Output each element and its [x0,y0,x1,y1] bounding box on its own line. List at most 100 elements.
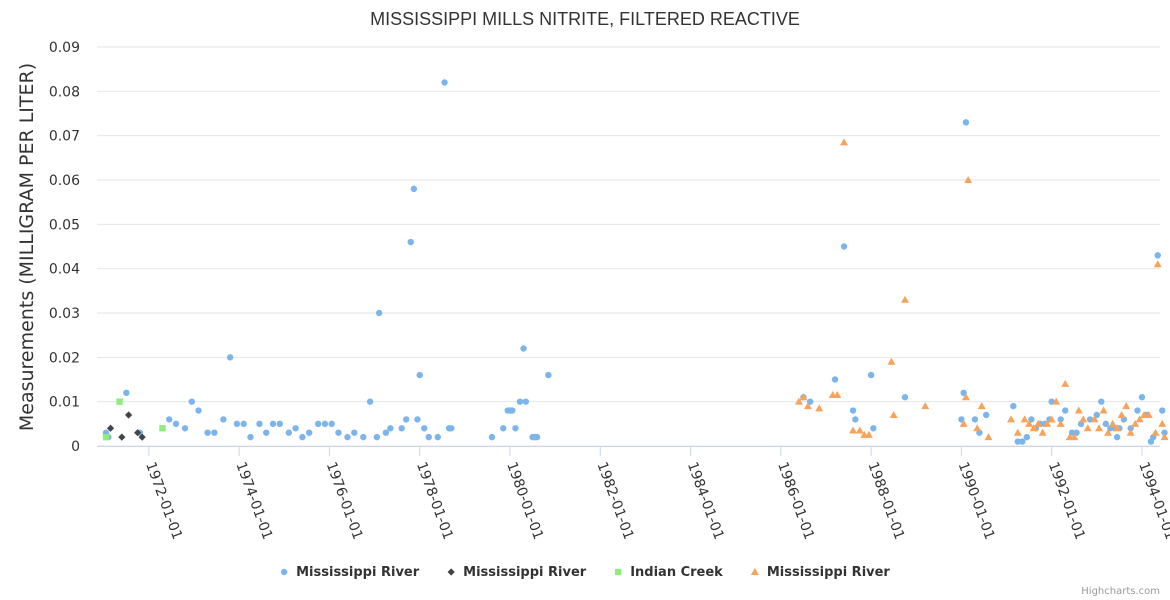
data-point[interactable] [269,420,277,428]
legend-item[interactable]: Mississippi River [447,565,587,580]
data-point[interactable] [1010,402,1017,410]
data-point[interactable] [448,425,455,432]
data-point[interactable] [375,309,383,317]
data-point[interactable] [328,420,335,428]
data-point[interactable] [1135,415,1144,423]
data-point[interactable] [118,433,126,441]
data-point[interactable] [382,429,390,436]
data-point[interactable] [285,429,293,436]
data-point[interactable] [1043,419,1052,427]
data-point[interactable] [116,398,123,405]
data-point[interactable] [335,429,342,436]
data-point[interactable] [204,429,211,436]
data-point[interactable] [1025,419,1034,427]
data-point[interactable] [373,433,381,441]
data-point[interactable] [516,398,524,405]
data-point[interactable] [964,176,973,183]
data-point[interactable] [512,425,519,432]
data-point[interactable] [159,425,166,432]
data-point[interactable] [441,79,448,86]
data-point[interactable] [833,391,842,399]
data-point[interactable] [1108,419,1117,427]
data-point[interactable] [314,420,322,428]
data-point[interactable] [1047,415,1056,423]
data-point[interactable] [305,429,313,436]
data-point[interactable] [188,398,195,405]
data-point[interactable] [870,425,877,432]
data-point[interactable] [220,416,227,423]
data-point[interactable] [1038,428,1047,436]
legend-item-symbol[interactable] [447,568,455,576]
data-point[interactable] [1159,407,1166,414]
data-point[interactable] [402,416,410,423]
data-point[interactable] [1079,415,1088,423]
data-point[interactable] [1057,416,1064,423]
data-point[interactable] [971,416,979,423]
data-point[interactable] [522,398,530,405]
data-point[interactable] [387,425,394,432]
data-point[interactable] [962,119,970,126]
data-point[interactable] [1070,433,1079,441]
legend-item[interactable]: Mississippi River [280,565,420,580]
legend-item-symbol[interactable] [614,568,622,576]
data-point[interactable] [321,420,329,428]
data-point[interactable] [195,407,202,414]
data-point[interactable] [1056,419,1065,427]
data-point[interactable] [416,371,423,379]
credits-link[interactable]: Highcharts.com [1081,586,1160,597]
data-point[interactable] [852,416,859,423]
data-point[interactable] [106,424,115,432]
data-point[interactable] [1083,424,1092,432]
data-point[interactable] [855,426,864,434]
data-point[interactable] [500,425,507,432]
data-point[interactable] [973,424,982,432]
data-point[interactable] [1113,424,1122,432]
data-point[interactable] [815,404,824,412]
data-point[interactable] [803,402,812,410]
data-point[interactable] [977,402,986,410]
data-point[interactable] [1102,420,1110,428]
data-point[interactable] [900,295,909,303]
data-point[interactable] [263,429,270,436]
data-point[interactable] [959,419,968,427]
data-point[interactable] [887,357,896,365]
data-point[interactable] [1023,433,1031,441]
data-point[interactable] [1020,415,1029,423]
data-point[interactable] [1052,397,1061,405]
data-point[interactable] [276,420,284,428]
data-point[interactable] [292,425,299,432]
data-point[interactable] [1013,428,1022,436]
data-point[interactable] [240,420,247,428]
data-point[interactable] [425,433,432,441]
data-point[interactable] [831,376,839,383]
data-point[interactable] [1131,419,1140,427]
data-point[interactable] [1122,402,1131,410]
data-point[interactable] [889,410,898,418]
data-point[interactable] [1061,379,1070,387]
legend-item-symbol[interactable] [750,568,759,575]
data-point[interactable] [181,425,189,432]
data-point[interactable] [794,397,803,405]
data-point[interactable] [1154,252,1161,259]
data-point[interactable] [864,430,873,438]
data-point[interactable] [1153,260,1162,268]
data-point[interactable] [1138,394,1146,401]
data-point[interactable] [799,393,808,401]
data-point[interactable] [366,398,374,405]
data-point[interactable] [1095,424,1104,432]
data-point[interactable] [1062,407,1069,414]
data-point[interactable] [138,433,146,441]
data-point[interactable] [226,354,234,361]
data-point[interactable] [867,371,875,379]
data-point[interactable] [1029,424,1038,432]
data-point[interactable] [488,433,496,441]
data-point[interactable] [1074,406,1083,414]
data-point[interactable] [533,433,541,441]
data-point[interactable] [1113,433,1121,441]
data-point[interactable] [1098,398,1105,405]
data-point[interactable] [434,433,441,441]
data-point[interactable] [256,420,263,428]
data-point[interactable] [1099,406,1108,414]
data-point[interactable] [1144,410,1153,418]
data-point[interactable] [984,433,993,441]
